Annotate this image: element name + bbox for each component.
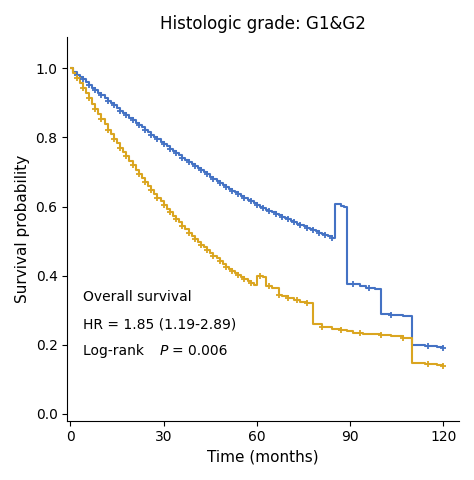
Y-axis label: Survival probability: Survival probability bbox=[15, 155, 30, 303]
Text: Log-rank: Log-rank bbox=[83, 344, 148, 358]
X-axis label: Time (months): Time (months) bbox=[207, 450, 319, 465]
Text: = 0.006: = 0.006 bbox=[172, 344, 228, 358]
Title: Histologic grade: G1&G2: Histologic grade: G1&G2 bbox=[160, 15, 366, 33]
Text: Overall survival: Overall survival bbox=[83, 290, 191, 304]
Text: HR = 1.85 (1.19-2.89): HR = 1.85 (1.19-2.89) bbox=[83, 317, 236, 331]
Text: P: P bbox=[159, 344, 168, 358]
